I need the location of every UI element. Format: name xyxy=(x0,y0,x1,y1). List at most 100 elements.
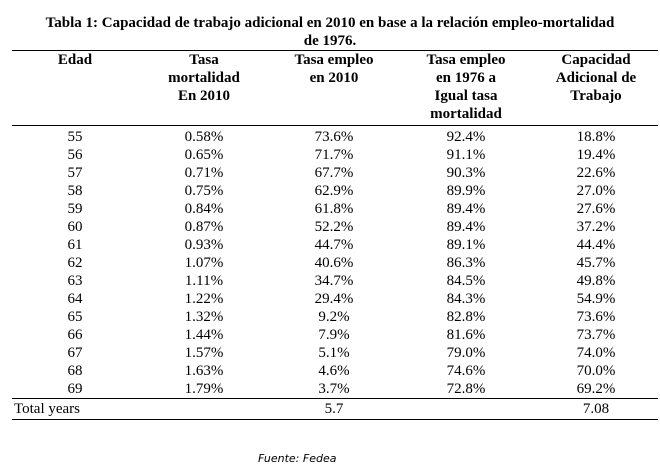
cell-tasa-empleo-2010: 44.7% xyxy=(314,237,354,253)
cell-tasa-empleo-2010: 40.6% xyxy=(314,255,354,271)
cell-edad: 62 xyxy=(67,255,83,271)
header-tasa-mortalidad-line: mortalidad xyxy=(168,70,240,86)
cell-tasa-empleo-1976: 72.8% xyxy=(446,381,486,397)
cell-tasa-mortalidad: 1.57% xyxy=(184,345,224,361)
cell-capacidad-adicional: 19.4% xyxy=(576,147,616,163)
cell-edad: 61 xyxy=(67,237,83,253)
cell-capacidad-adicional: 37.2% xyxy=(576,219,616,235)
cell-tasa-empleo-1976: 89.4% xyxy=(446,201,486,217)
cell-tasa-empleo-2010: 71.7% xyxy=(314,147,354,163)
table-row: 61 0.93% 44.7% 89.1% 44.4% xyxy=(12,236,658,254)
header-tasa-mortalidad: Tasa mortalidad En 2010 xyxy=(138,50,270,126)
total-label: Total years xyxy=(12,398,138,420)
table-title-line-2: de 1976. xyxy=(303,33,357,49)
header-tasa-empleo-1976: Tasa empleo en 1976 a Igual tasa mortali… xyxy=(398,50,534,126)
header-tasa-empleo-1976-line: Tasa empleo xyxy=(426,52,506,68)
cell-tasa-mortalidad: 0.71% xyxy=(184,165,224,181)
cell-edad: 64 xyxy=(67,291,83,307)
total-tasa-empleo-2010: 5.7 xyxy=(270,398,398,420)
cell-tasa-empleo-1976: 82.8% xyxy=(446,309,486,325)
cell-tasa-mortalidad: 1.44% xyxy=(184,327,224,343)
cell-tasa-mortalidad: 0.65% xyxy=(184,147,224,163)
table-row: 64 1.22% 29.4% 84.3% 54.9% xyxy=(12,290,658,308)
header-tasa-empleo-1976-line: mortalidad xyxy=(430,106,502,122)
cell-tasa-mortalidad: 1.11% xyxy=(184,273,224,289)
cell-edad: 57 xyxy=(67,165,83,181)
cell-capacidad-adicional: 73.6% xyxy=(576,309,616,325)
header-capacidad-adicional-line: Capacidad xyxy=(561,52,631,68)
table-row: 56 0.65% 71.7% 91.1% 19.4% xyxy=(12,146,658,164)
total-tasa-empleo-1976 xyxy=(398,398,534,420)
table-row: 65 1.32% 9.2% 82.8% 73.6% xyxy=(12,308,658,326)
cell-tasa-empleo-1976: 91.1% xyxy=(446,147,486,163)
cell-tasa-empleo-2010: 73.6% xyxy=(314,129,354,145)
cell-tasa-empleo-2010: 3.7% xyxy=(318,381,350,397)
total-tasa-mortalidad xyxy=(138,398,270,420)
table-row: 68 1.63% 4.6% 74.6% 70.0% xyxy=(12,362,658,380)
cell-tasa-empleo-2010: 34.7% xyxy=(314,273,354,289)
data-table: Edad Tasa mortalidad En 2010 Tasa empleo… xyxy=(12,50,658,420)
cell-capacidad-adicional: 74.0% xyxy=(576,345,616,361)
cell-tasa-mortalidad: 0.84% xyxy=(184,201,224,217)
header-tasa-mortalidad-line: Tasa xyxy=(189,52,219,68)
table-row: 55 0.58% 73.6% 92.4% 18.8% xyxy=(12,126,658,147)
table-row: 57 0.71% 67.7% 90.3% 22.6% xyxy=(12,164,658,182)
cell-tasa-mortalidad: 1.63% xyxy=(184,363,224,379)
cell-capacidad-adicional: 22.6% xyxy=(576,165,616,181)
cell-tasa-empleo-2010: 67.7% xyxy=(314,165,354,181)
cell-tasa-empleo-1976: 89.1% xyxy=(446,237,486,253)
cell-tasa-mortalidad: 1.79% xyxy=(184,381,224,397)
table-title-line-1: Tabla 1: Capacidad de trabajo adicional … xyxy=(45,15,615,31)
cell-capacidad-adicional: 54.9% xyxy=(576,291,616,307)
cell-tasa-empleo-1976: 90.3% xyxy=(446,165,486,181)
table-title: Tabla 1: Capacidad de trabajo adicional … xyxy=(0,14,660,50)
cell-capacidad-adicional: 69.2% xyxy=(576,381,616,397)
cell-tasa-mortalidad: 0.58% xyxy=(184,129,224,145)
cell-tasa-empleo-1976: 84.3% xyxy=(446,291,486,307)
cell-edad: 69 xyxy=(67,381,83,397)
table-row: 58 0.75% 62.9% 89.9% 27.0% xyxy=(12,182,658,200)
header-tasa-empleo-1976-line: en 1976 a xyxy=(436,70,496,86)
header-tasa-empleo-2010-line: Tasa empleo xyxy=(294,52,374,68)
cell-tasa-empleo-1976: 86.3% xyxy=(446,255,486,271)
cell-capacidad-adicional: 27.6% xyxy=(576,201,616,217)
header-tasa-mortalidad-line: En 2010 xyxy=(177,88,231,104)
cell-tasa-mortalidad: 0.75% xyxy=(184,183,224,199)
table-row: 62 1.07% 40.6% 86.3% 45.7% xyxy=(12,254,658,272)
cell-tasa-mortalidad: 0.93% xyxy=(184,237,224,253)
cell-capacidad-adicional: 44.4% xyxy=(576,237,616,253)
cell-tasa-mortalidad: 1.07% xyxy=(184,255,224,271)
total-capacidad-adicional: 7.08 xyxy=(534,398,658,420)
cell-tasa-empleo-2010: 29.4% xyxy=(314,291,354,307)
cell-capacidad-adicional: 45.7% xyxy=(576,255,616,271)
header-edad-line: Edad xyxy=(57,52,93,68)
cell-edad: 65 xyxy=(67,309,83,325)
cell-edad: 60 xyxy=(67,219,83,235)
table-row: 60 0.87% 52.2% 89.4% 37.2% xyxy=(12,218,658,236)
cell-tasa-mortalidad: 0.87% xyxy=(184,219,224,235)
cell-edad: 68 xyxy=(67,363,83,379)
cell-tasa-empleo-2010: 62.9% xyxy=(314,183,354,199)
cell-tasa-empleo-2010: 7.9% xyxy=(318,327,350,343)
header-tasa-empleo-1976-line: Igual tasa xyxy=(434,88,498,104)
cell-tasa-empleo-2010: 52.2% xyxy=(314,219,354,235)
cell-tasa-empleo-1976: 74.6% xyxy=(446,363,486,379)
cell-edad: 63 xyxy=(67,273,83,289)
header-row: Edad Tasa mortalidad En 2010 Tasa empleo… xyxy=(12,50,658,126)
cell-edad: 66 xyxy=(67,327,83,343)
table-row: 59 0.84% 61.8% 89.4% 27.6% xyxy=(12,200,658,218)
header-capacidad-adicional-line: Adicional de xyxy=(555,70,637,86)
cell-tasa-empleo-2010: 5.1% xyxy=(318,345,350,361)
header-tasa-empleo-2010: Tasa empleo en 2010 xyxy=(270,50,398,126)
cell-tasa-empleo-2010: 61.8% xyxy=(314,201,354,217)
table-row: 63 1.11% 34.7% 84.5% 49.8% xyxy=(12,272,658,290)
cell-tasa-empleo-1976: 92.4% xyxy=(446,129,486,145)
cell-capacidad-adicional: 18.8% xyxy=(576,129,616,145)
cell-edad: 67 xyxy=(67,345,83,361)
table-row: 66 1.44% 7.9% 81.6% 73.7% xyxy=(12,326,658,344)
cell-tasa-empleo-1976: 79.0% xyxy=(446,345,486,361)
cell-tasa-empleo-1976: 89.4% xyxy=(446,219,486,235)
cell-edad: 56 xyxy=(67,147,83,163)
cell-tasa-empleo-1976: 89.9% xyxy=(446,183,486,199)
source-note: Fuente: Fedea xyxy=(258,452,337,465)
